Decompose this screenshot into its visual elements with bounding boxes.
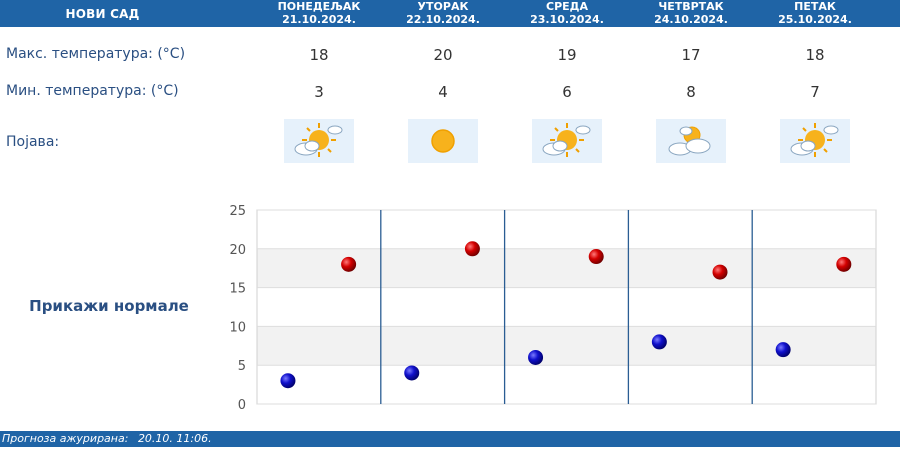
- min-temp-point: [528, 349, 544, 365]
- day-date: 21.10.2024.: [282, 13, 356, 26]
- y-tick-label: 5: [238, 359, 246, 374]
- city-name: НОВИ САД: [65, 6, 140, 21]
- min-temp-value: 3: [314, 83, 324, 101]
- max-temp-label: Макс. температура: (°C): [6, 46, 186, 62]
- update-time: 20.10. 11:06.: [137, 432, 212, 445]
- max-temp-value: 18: [309, 46, 329, 64]
- chart-band: [257, 248, 876, 288]
- day-name: СРЕДА: [546, 0, 588, 13]
- y-tick-label: 15: [229, 282, 246, 297]
- update-label: Прогноза ажурирана:: [2, 432, 129, 445]
- min-temp-value: 4: [438, 83, 448, 101]
- chart-frame: [256, 209, 877, 405]
- day-name: ПОНЕДЕЉАК: [277, 0, 361, 13]
- min-temp-point: [280, 373, 296, 389]
- y-tick-label: 0: [238, 398, 246, 413]
- day-date: 22.10.2024.: [406, 13, 480, 26]
- max-temp-point: [464, 241, 480, 257]
- max-temp-point: [836, 256, 852, 272]
- phenomenon-label: Појава:: [6, 134, 60, 150]
- day-date: 24.10.2024.: [654, 13, 728, 26]
- max-temp-value: 19: [557, 46, 577, 64]
- day-header-3: СРЕДА 23.10.2024.: [505, 0, 629, 27]
- max-temp-value: 20: [433, 46, 453, 64]
- day-header-4: ЧЕТВРТАК 24.10.2024.: [629, 0, 753, 27]
- min-temp-value: 6: [562, 83, 572, 101]
- day-name: ПЕТАК: [794, 0, 836, 13]
- max-temp-value: 17: [681, 46, 701, 64]
- chart-band: [257, 326, 876, 366]
- day-name: ЧЕТВРТАК: [658, 0, 724, 13]
- y-tick-label: 20: [229, 243, 246, 258]
- min-temp-point: [651, 334, 667, 350]
- day-date: 25.10.2024.: [778, 13, 852, 26]
- max-temp-value: 18: [805, 46, 825, 64]
- partly-cloudy-sun-icon: [532, 119, 602, 163]
- min-temp-point: [404, 365, 420, 381]
- show-normals-link[interactable]: Прикажи нормале: [29, 297, 189, 315]
- day-header-2: УТОРАК 22.10.2024.: [381, 0, 505, 27]
- day-name: УТОРАК: [417, 0, 469, 13]
- forecast-header-bar: НОВИ САД ПОНЕДЕЉАК 21.10.2024. УТОРАК 22…: [0, 0, 900, 27]
- y-tick-label: 25: [229, 204, 246, 219]
- day-date: 23.10.2024.: [530, 13, 604, 26]
- partly-cloudy-sun-icon: [780, 119, 850, 163]
- min-temp-point: [775, 342, 791, 358]
- sun-icon: [408, 119, 478, 163]
- max-temp-point: [341, 256, 357, 272]
- partly-cloudy-sun-icon: [284, 119, 354, 163]
- update-footer: Прогноза ажурирана: 20.10. 11:06.: [0, 431, 900, 447]
- max-temp-point: [588, 249, 604, 265]
- min-temp-label: Мин. температура: (°C): [6, 83, 179, 99]
- min-temp-value: 8: [686, 83, 696, 101]
- cloudy-sun-icon: [656, 119, 726, 163]
- day-header-1: ПОНЕДЕЉАК 21.10.2024.: [257, 0, 381, 27]
- min-temp-value: 7: [810, 83, 820, 101]
- max-temp-point: [712, 264, 728, 280]
- y-tick-label: 10: [229, 320, 246, 335]
- day-header-5: ПЕТАК 25.10.2024.: [753, 0, 877, 27]
